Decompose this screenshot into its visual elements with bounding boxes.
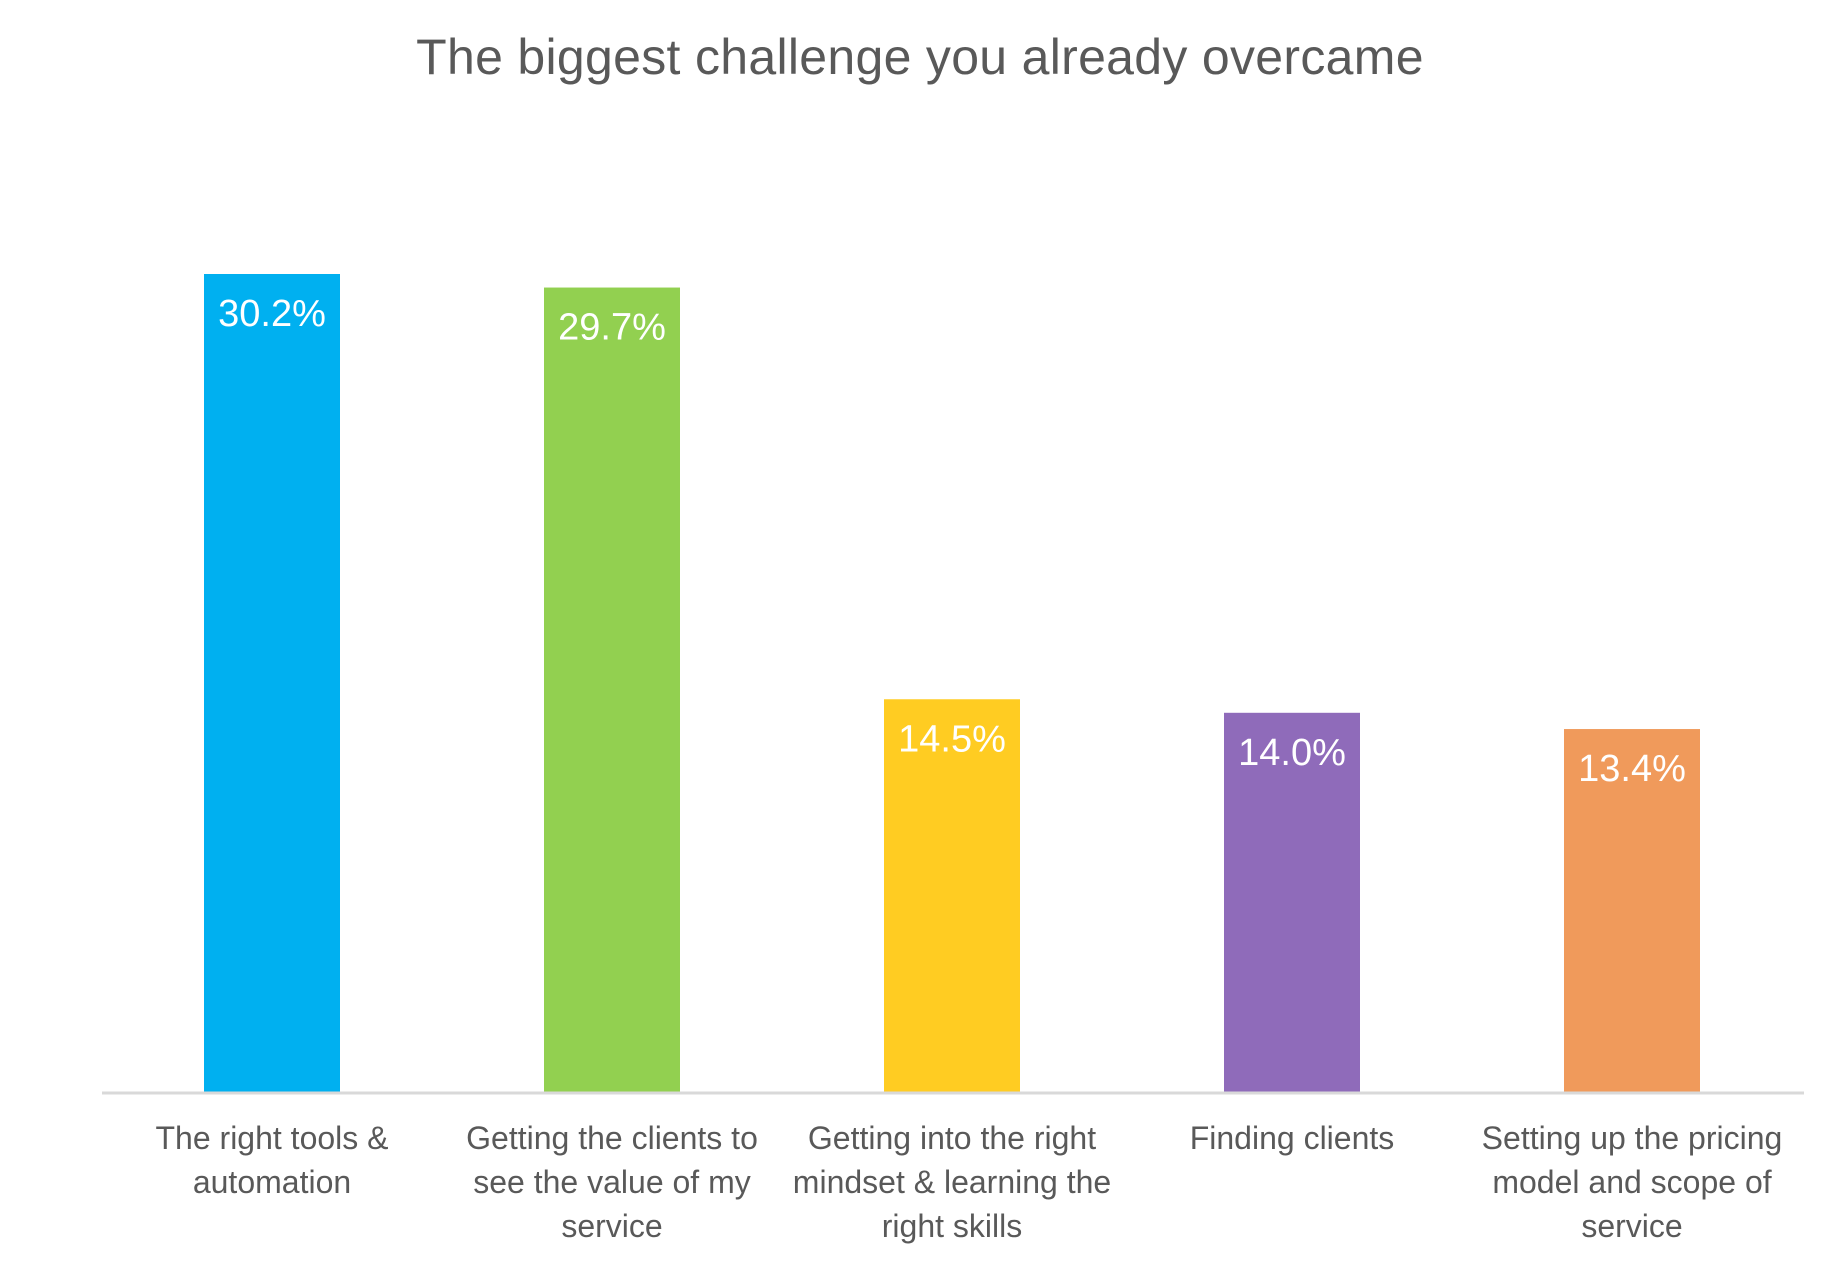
- data-label-1: 30.2%: [218, 293, 326, 335]
- chart-title: The biggest challenge you already overca…: [416, 29, 1424, 85]
- data-label-3: 14.5%: [898, 718, 1006, 760]
- bar-5: [1564, 729, 1700, 1092]
- category-label-5: Setting up the pricing model and scope o…: [1481, 1120, 1783, 1244]
- bar-3: [884, 699, 1020, 1092]
- data-label-5: 13.4%: [1578, 748, 1686, 790]
- bar-4: [1224, 712, 1360, 1092]
- data-label-4: 14.0%: [1238, 732, 1346, 774]
- category-label-4: Finding clients: [1189, 1120, 1395, 1156]
- bar-2: [544, 287, 680, 1092]
- data-label-2: 29.7%: [558, 307, 666, 349]
- bar-1: [204, 274, 340, 1092]
- category-label-3: Getting into the right mindset & learnin…: [792, 1120, 1112, 1244]
- category-label-2: Getting the clients to see the value of …: [466, 1120, 758, 1244]
- category-label-1: The right tools & automation: [155, 1120, 389, 1200]
